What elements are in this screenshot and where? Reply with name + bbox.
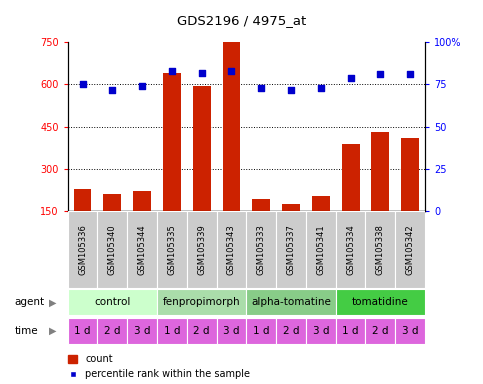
- Bar: [127, 211, 157, 288]
- Bar: [395, 211, 425, 288]
- Text: GSM105342: GSM105342: [406, 224, 414, 275]
- Point: [406, 71, 414, 78]
- Text: 1 d: 1 d: [74, 326, 91, 336]
- Text: GSM105337: GSM105337: [286, 224, 296, 275]
- Text: tomatidine: tomatidine: [352, 297, 409, 308]
- Text: GSM105334: GSM105334: [346, 224, 355, 275]
- Point: [257, 85, 265, 91]
- Text: 2 d: 2 d: [104, 326, 121, 336]
- Text: 2 d: 2 d: [283, 326, 299, 336]
- Bar: [98, 318, 127, 344]
- Text: GSM105335: GSM105335: [168, 224, 176, 275]
- Bar: [103, 194, 121, 211]
- Text: GSM105338: GSM105338: [376, 224, 385, 275]
- Bar: [98, 211, 127, 288]
- Text: GSM105340: GSM105340: [108, 224, 117, 275]
- Bar: [395, 318, 425, 344]
- Bar: [216, 211, 246, 288]
- Point: [317, 85, 325, 91]
- Bar: [68, 211, 98, 288]
- Bar: [336, 290, 425, 315]
- Text: GSM105336: GSM105336: [78, 224, 87, 275]
- Bar: [187, 318, 216, 344]
- Bar: [157, 290, 246, 315]
- Text: time: time: [14, 326, 38, 336]
- Text: agent: agent: [14, 297, 44, 308]
- Text: 2 d: 2 d: [372, 326, 389, 336]
- Text: 1 d: 1 d: [342, 326, 359, 336]
- Bar: [246, 211, 276, 288]
- Bar: [306, 211, 336, 288]
- Bar: [127, 318, 157, 344]
- Legend: count, percentile rank within the sample: count, percentile rank within the sample: [68, 354, 250, 379]
- Bar: [312, 196, 330, 211]
- Point: [79, 81, 86, 88]
- Text: 1 d: 1 d: [164, 326, 180, 336]
- Point: [198, 70, 206, 76]
- Text: GSM105343: GSM105343: [227, 224, 236, 275]
- Text: 2 d: 2 d: [193, 326, 210, 336]
- Text: alpha-tomatine: alpha-tomatine: [251, 297, 331, 308]
- Text: ▶: ▶: [49, 326, 57, 336]
- Point: [168, 68, 176, 74]
- Bar: [276, 318, 306, 344]
- Text: 3 d: 3 d: [134, 326, 150, 336]
- Bar: [157, 318, 187, 344]
- Text: 3 d: 3 d: [223, 326, 240, 336]
- Bar: [276, 211, 306, 288]
- Bar: [187, 211, 216, 288]
- Text: GDS2196 / 4975_at: GDS2196 / 4975_at: [177, 14, 306, 27]
- Bar: [252, 199, 270, 211]
- Bar: [68, 290, 157, 315]
- Text: ▶: ▶: [49, 297, 57, 308]
- Point: [227, 68, 235, 74]
- Text: GSM105341: GSM105341: [316, 224, 325, 275]
- Bar: [163, 73, 181, 211]
- Bar: [306, 318, 336, 344]
- Bar: [157, 211, 187, 288]
- Point: [287, 86, 295, 93]
- Bar: [68, 318, 98, 344]
- Text: 3 d: 3 d: [313, 326, 329, 336]
- Bar: [366, 318, 395, 344]
- Text: GSM105339: GSM105339: [197, 224, 206, 275]
- Bar: [282, 204, 300, 211]
- Bar: [223, 42, 241, 211]
- Bar: [366, 211, 395, 288]
- Bar: [336, 211, 366, 288]
- Bar: [246, 318, 276, 344]
- Bar: [401, 138, 419, 211]
- Bar: [341, 144, 359, 211]
- Point: [109, 86, 116, 93]
- Text: 3 d: 3 d: [402, 326, 418, 336]
- Bar: [133, 192, 151, 211]
- Bar: [371, 132, 389, 211]
- Point: [347, 74, 355, 81]
- Text: 1 d: 1 d: [253, 326, 270, 336]
- Text: control: control: [94, 297, 130, 308]
- Point: [377, 71, 384, 78]
- Text: GSM105344: GSM105344: [138, 224, 146, 275]
- Text: GSM105333: GSM105333: [257, 224, 266, 275]
- Bar: [336, 318, 366, 344]
- Point: [138, 83, 146, 89]
- Text: fenpropimorph: fenpropimorph: [163, 297, 241, 308]
- Bar: [246, 290, 336, 315]
- Bar: [73, 189, 91, 211]
- Bar: [193, 86, 211, 211]
- Bar: [216, 318, 246, 344]
